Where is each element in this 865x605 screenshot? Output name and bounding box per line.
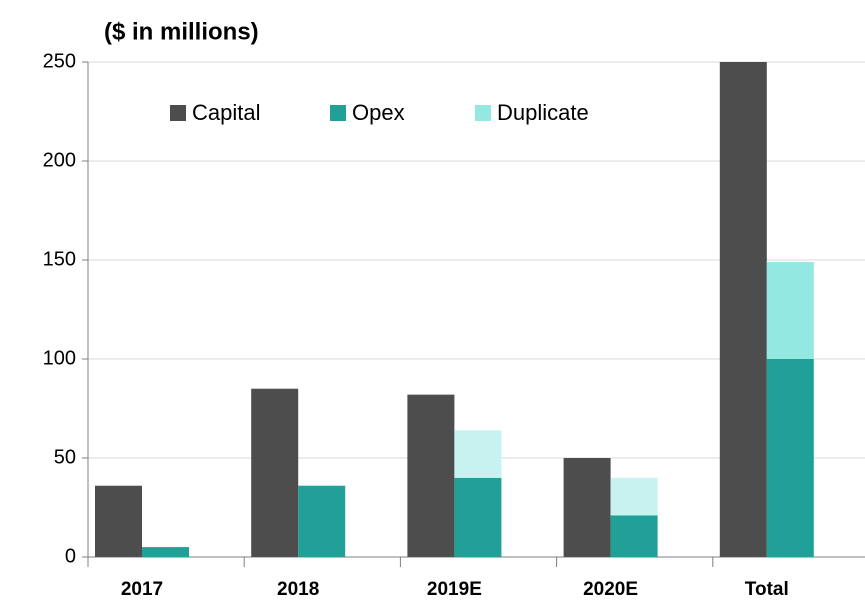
x-tick-label: 2017 [121, 579, 163, 600]
x-tick-label: 2018 [277, 579, 319, 600]
x-tick-label: 2020E [583, 579, 638, 600]
y-tick-label: 50 [54, 446, 76, 468]
bar [563, 458, 611, 557]
bar [142, 547, 189, 557]
bar [610, 515, 658, 557]
bar [298, 485, 346, 557]
y-tick-label: 250 [43, 50, 76, 72]
x-tick-label: 2019E [427, 579, 482, 600]
legend-swatch [170, 105, 186, 121]
legend-label: Opex [352, 100, 405, 125]
legend-label: Duplicate [497, 100, 589, 125]
y-tick-label: 200 [43, 149, 76, 171]
y-tick-label: 150 [43, 248, 76, 270]
bar [454, 430, 502, 478]
legend-swatch [330, 105, 346, 121]
bar [407, 394, 455, 557]
bar [766, 359, 814, 557]
y-tick-label: 100 [43, 347, 76, 369]
legend-swatch [475, 105, 491, 121]
legend-label: Capital [192, 100, 260, 125]
x-tick-label: Total [745, 579, 789, 600]
bar [766, 261, 814, 359]
chart-title: ($ in millions) [104, 18, 259, 45]
bar [251, 388, 299, 557]
bar [719, 62, 767, 557]
bar [610, 477, 658, 516]
bar [95, 485, 142, 557]
y-tick-label: 0 [65, 545, 76, 567]
bar [454, 477, 502, 557]
